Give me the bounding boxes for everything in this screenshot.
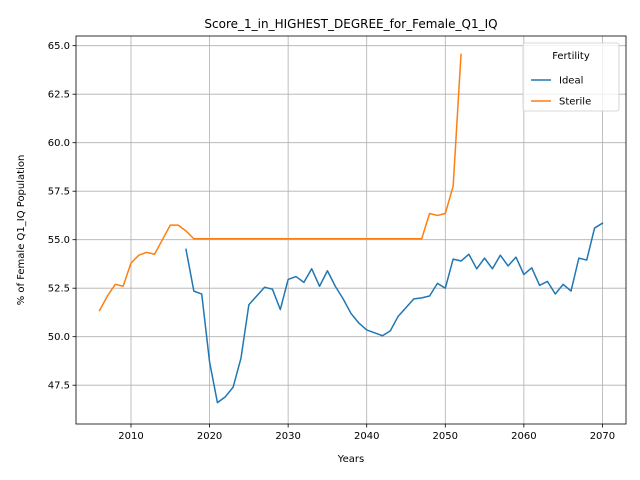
legend-title: Fertility bbox=[552, 51, 590, 62]
legend-items: Ideal Sterile bbox=[531, 76, 591, 108]
x-tick-label: 2020 bbox=[197, 431, 222, 442]
y-tick-label: 50.0 bbox=[48, 332, 70, 343]
series-line-sterile bbox=[98, 53, 462, 312]
x-tick-label: 2010 bbox=[118, 431, 143, 442]
x-axis: 2010 2020 2030 2040 2050 2060 2070 bbox=[118, 424, 615, 442]
chart-title: Score_1_in_HIGHEST_DEGREE_for_Female_Q1_… bbox=[204, 17, 497, 31]
y-tick-label: 57.5 bbox=[48, 187, 70, 198]
x-tick-label: 2040 bbox=[354, 431, 379, 442]
y-tick-label: 52.5 bbox=[48, 284, 70, 295]
legend-box bbox=[522, 42, 620, 112]
x-axis-label: Years bbox=[337, 454, 364, 465]
y-tick-label: 60.0 bbox=[48, 138, 70, 149]
y-tick-label: 62.5 bbox=[48, 90, 70, 101]
x-tick-label: 2070 bbox=[590, 431, 615, 442]
legend-label-ideal: Ideal bbox=[559, 76, 583, 87]
y-axis: 47.5 50.0 52.5 55.0 57.5 60.0 62.5 65.0 bbox=[48, 41, 76, 392]
x-tick-label: 2050 bbox=[433, 431, 458, 442]
legend-label-sterile: Sterile bbox=[559, 97, 591, 108]
legend: Fertility Ideal Sterile bbox=[522, 42, 620, 112]
y-tick-label: 47.5 bbox=[48, 381, 70, 392]
y-tick-label: 55.0 bbox=[48, 235, 70, 246]
y-axis-label: % of Female Q1_IQ Population bbox=[16, 155, 27, 306]
series-line-ideal bbox=[185, 222, 604, 404]
x-tick-label: 2030 bbox=[275, 431, 300, 442]
grid bbox=[76, 36, 626, 424]
y-tick-label: 65.0 bbox=[48, 41, 70, 52]
series-lines bbox=[98, 53, 604, 404]
x-tick-label: 2060 bbox=[511, 431, 536, 442]
plot-area bbox=[75, 35, 627, 425]
